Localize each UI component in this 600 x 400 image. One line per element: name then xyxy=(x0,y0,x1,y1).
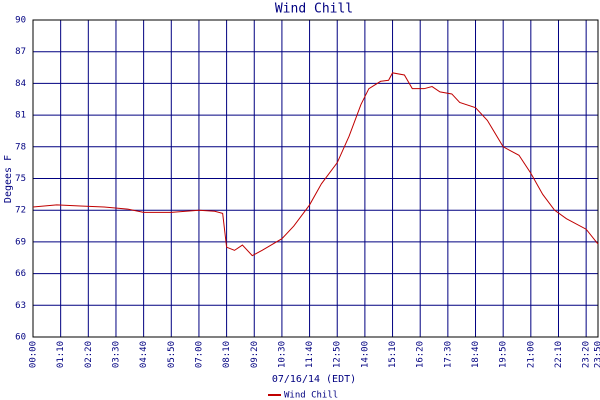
y-tick-label: 69 xyxy=(15,237,26,247)
y-tick-label: 60 xyxy=(15,333,26,343)
x-tick-label: 18:40 xyxy=(471,341,481,368)
y-tick-label: 90 xyxy=(15,16,26,26)
x-tick-label: 17:30 xyxy=(443,341,453,368)
x-tick-label: 00:00 xyxy=(29,341,39,368)
y-tick-label: 84 xyxy=(15,79,26,89)
x-tick-label: 03:30 xyxy=(111,341,121,368)
x-tick-label: 09:20 xyxy=(250,341,260,368)
y-tick-label: 75 xyxy=(15,174,26,184)
y-tick-label: 81 xyxy=(15,111,26,121)
plot-frame xyxy=(32,19,599,338)
legend-label: Wind Chill xyxy=(284,391,338,400)
y-tick-label: 72 xyxy=(15,206,26,216)
x-tick-label: 15:10 xyxy=(388,341,398,368)
x-tick-label: 19:50 xyxy=(499,341,509,368)
x-tick-label: 11:40 xyxy=(305,341,315,368)
y-tick-label: 78 xyxy=(15,142,26,152)
x-tick-label: 23:50 xyxy=(594,341,600,368)
x-tick-label: 21:00 xyxy=(526,341,536,368)
data-line xyxy=(32,72,599,257)
y-tick-label: 63 xyxy=(15,301,26,311)
x-tick-label: 12:50 xyxy=(333,341,343,368)
x-tick-label: 14:00 xyxy=(360,341,370,368)
chart-title: Wind Chill xyxy=(275,2,353,17)
x-tick-label: 01:10 xyxy=(56,341,66,368)
x-tick-label: 05:50 xyxy=(167,341,177,368)
x-axis-label: 07/16/14 (EDT) xyxy=(272,374,356,385)
x-tick-label: 16:20 xyxy=(416,341,426,368)
y-tick-label: 66 xyxy=(15,269,26,279)
x-tick-label: 23:20 xyxy=(582,341,592,368)
x-tick-label: 04:40 xyxy=(139,341,149,368)
y-tick-label: 87 xyxy=(15,47,26,57)
x-tick-label: 02:20 xyxy=(84,341,94,368)
y-axis-label: Degees F xyxy=(3,155,14,203)
x-tick-label: 08:10 xyxy=(222,341,232,368)
x-tick-label: 10:30 xyxy=(277,341,287,368)
x-tick-label: 22:10 xyxy=(554,341,564,368)
x-tick-label: 07:00 xyxy=(194,341,204,368)
